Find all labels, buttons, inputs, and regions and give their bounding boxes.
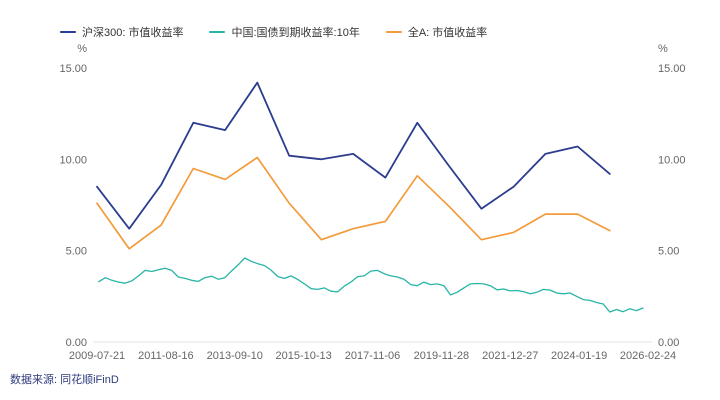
x-axis-tick: 2026-02-24 bbox=[620, 350, 676, 362]
legend-line-swatch bbox=[60, 31, 76, 33]
y-axis-unit-right: % bbox=[658, 43, 668, 55]
legend-line-swatch bbox=[385, 31, 402, 33]
y-axis-tick-left: 0.00 bbox=[66, 337, 87, 349]
y-axis-tick-right: 10.00 bbox=[658, 154, 686, 166]
legend-item-all-a[interactable]: 全A: 市值收益率 bbox=[385, 24, 488, 40]
y-axis-tick-right: 5.00 bbox=[658, 246, 679, 258]
x-axis-tick: 2019-11-28 bbox=[414, 350, 469, 362]
x-axis-tick: 2009-07-21 bbox=[69, 350, 125, 362]
data-source-note: 数据来源: 同花顺iFinD bbox=[10, 374, 119, 386]
series-line-hs300-yield bbox=[96, 81, 611, 230]
series-line-all-a-yield bbox=[96, 156, 611, 250]
y-axis-tick-right: 0.00 bbox=[658, 337, 679, 349]
legend-line-swatch bbox=[209, 31, 226, 33]
y-axis-tick-left: 15.00 bbox=[59, 63, 87, 75]
chart-legend: 沪深300: 市值收益率 中国:国债到期收益率:10年 全A: 市值收益率 bbox=[60, 24, 487, 40]
series-line-cn10y-bond-yield bbox=[98, 257, 644, 313]
legend-label: 中国:国债到期收益率:10年 bbox=[231, 27, 360, 39]
x-axis-tick: 2013-09-10 bbox=[207, 350, 263, 362]
legend-label: 全A: 市值收益率 bbox=[407, 27, 488, 39]
legend-item-hs300[interactable]: 沪深300: 市值收益率 bbox=[60, 24, 183, 40]
x-axis-tick: 2011-08-16 bbox=[138, 350, 193, 362]
x-axis-tick: 2021-12-27 bbox=[482, 350, 538, 362]
y-axis-unit-left: % bbox=[77, 43, 87, 55]
x-axis-tick: 2024-01-19 bbox=[551, 350, 607, 362]
x-axis-tick: 2017-11-06 bbox=[345, 350, 400, 362]
y-axis-tick-left: 10.00 bbox=[59, 154, 87, 166]
legend-item-cn10y-bond[interactable]: 中国:国债到期收益率:10年 bbox=[209, 24, 360, 40]
y-axis-tick-left: 5.00 bbox=[66, 246, 87, 258]
legend-label: 沪深300: 市值收益率 bbox=[82, 27, 184, 39]
y-axis-tick-right: 15.00 bbox=[658, 63, 686, 75]
x-axis-tick: 2015-10-13 bbox=[275, 350, 331, 362]
